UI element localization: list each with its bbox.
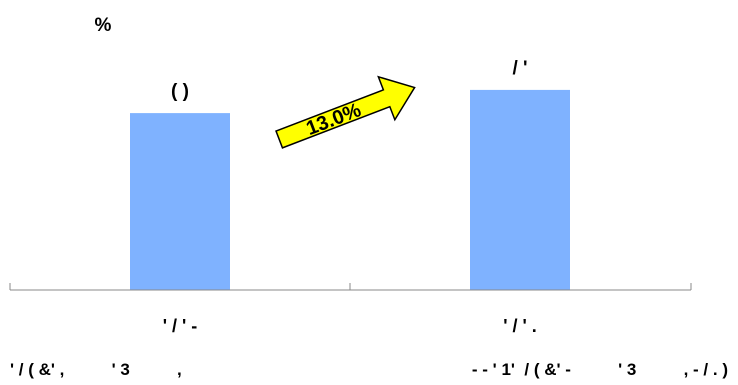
bar-1 bbox=[130, 113, 230, 290]
x-axis bbox=[9, 283, 692, 291]
bar-value-label-1: ( ) bbox=[171, 81, 189, 102]
bar-value-label-2: / ' bbox=[512, 58, 527, 79]
growth-arrow: 13.0% bbox=[275, 75, 416, 149]
growth-arrow-shape bbox=[275, 75, 416, 149]
bar-2 bbox=[470, 89, 570, 291]
bars-group bbox=[130, 89, 570, 291]
value-labels-group: ( ) / ' bbox=[171, 58, 528, 102]
category-label-1: ' / ' - bbox=[163, 316, 198, 336]
growth-arrow-label: 13.0% bbox=[303, 99, 364, 140]
sublabel-1: ' / ( &' , ' 3 , bbox=[10, 360, 182, 379]
category-label-2: ' / ' . bbox=[503, 316, 537, 336]
sublabel-2: - - ' 1' / ( &' - ' 3 , - / . ) bbox=[472, 360, 728, 379]
unit-label: % bbox=[95, 15, 112, 36]
